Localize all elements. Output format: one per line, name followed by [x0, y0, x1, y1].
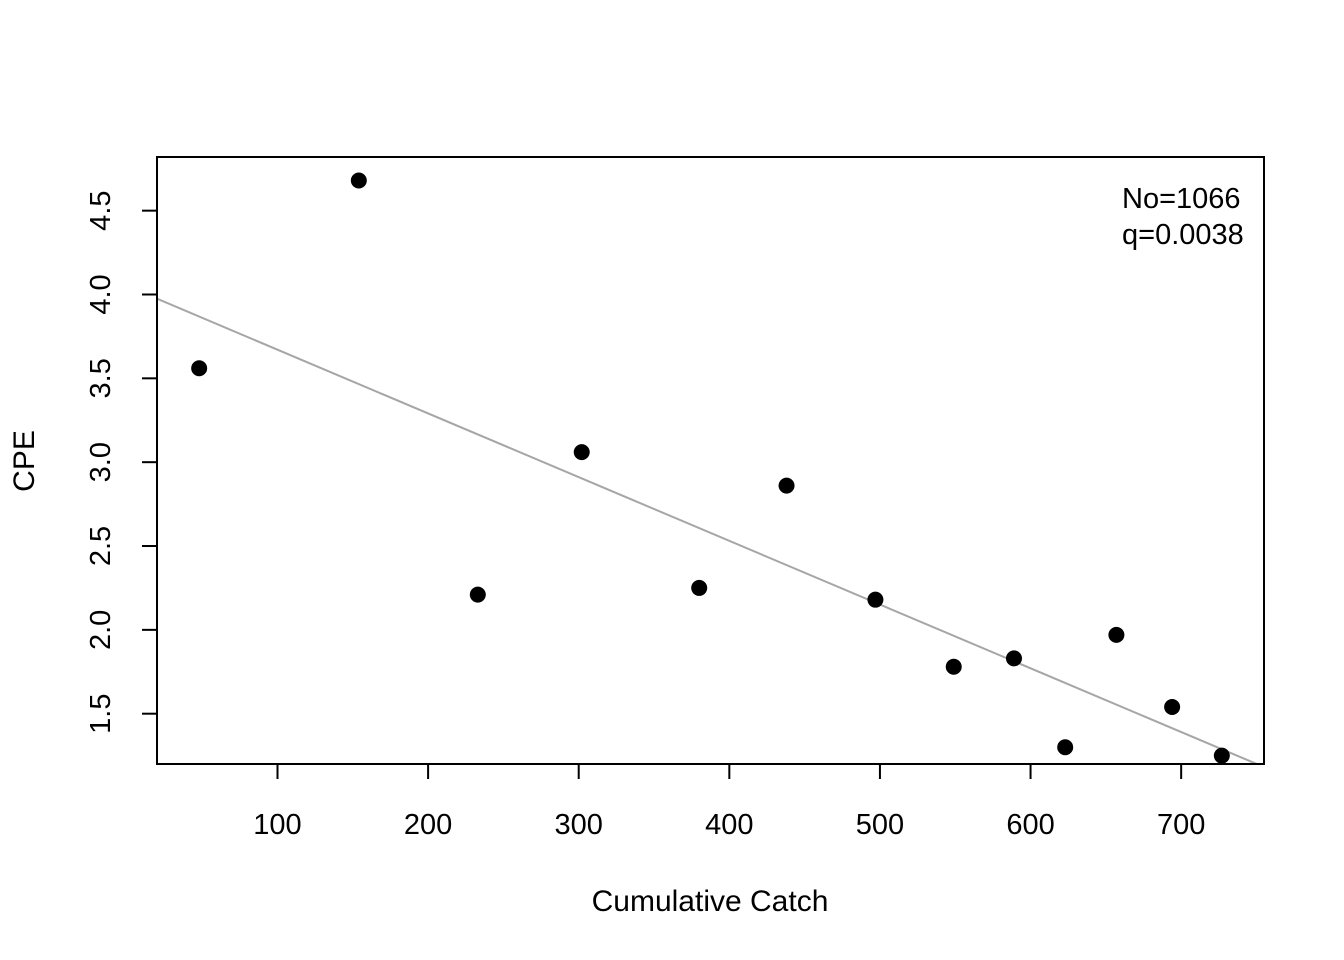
y-tick-label: 2.0	[85, 610, 117, 650]
data-point	[691, 579, 708, 596]
regression-line	[157, 297, 1260, 764]
y-tick-label: 2.5	[85, 526, 117, 566]
data-point	[1164, 698, 1181, 715]
annotation-no: No=1066	[1122, 183, 1241, 215]
y-axis-title: CPE	[8, 430, 41, 492]
x-tick-label: 500	[856, 809, 904, 841]
data-point	[778, 477, 795, 494]
data-point	[1108, 626, 1125, 643]
regression-layer	[157, 297, 1260, 764]
x-tick-label: 100	[253, 809, 301, 841]
x-tick-label: 400	[705, 809, 753, 841]
data-point	[867, 591, 884, 608]
data-point	[1005, 650, 1022, 667]
data-point	[191, 360, 208, 377]
y-tick-label: 3.0	[85, 442, 117, 482]
y-axis: 1.5 2.0 2.5 3.0 3.5 4.0 4.5	[85, 190, 158, 734]
data-points	[191, 172, 1230, 764]
x-tick-label: 700	[1157, 809, 1205, 841]
x-tick-label: 300	[555, 809, 603, 841]
y-tick-label: 1.5	[85, 694, 117, 734]
x-axis-title: Cumulative Catch	[592, 885, 829, 918]
data-point	[1213, 747, 1230, 764]
data-point	[573, 444, 590, 461]
y-tick-label: 3.5	[85, 358, 117, 398]
plot-frame	[156, 156, 1265, 765]
y-tick-label: 4.0	[85, 274, 117, 314]
data-point	[945, 658, 962, 675]
y-tick-label: 4.5	[85, 190, 117, 230]
x-tick-label: 600	[1006, 809, 1054, 841]
data-point	[469, 586, 486, 603]
x-axis: 100 200 300 400 500 600 700	[253, 763, 1205, 841]
data-point	[350, 172, 367, 189]
annotation-q: q=0.0038	[1122, 219, 1244, 251]
data-point	[1057, 739, 1074, 756]
x-tick-label: 200	[404, 809, 452, 841]
